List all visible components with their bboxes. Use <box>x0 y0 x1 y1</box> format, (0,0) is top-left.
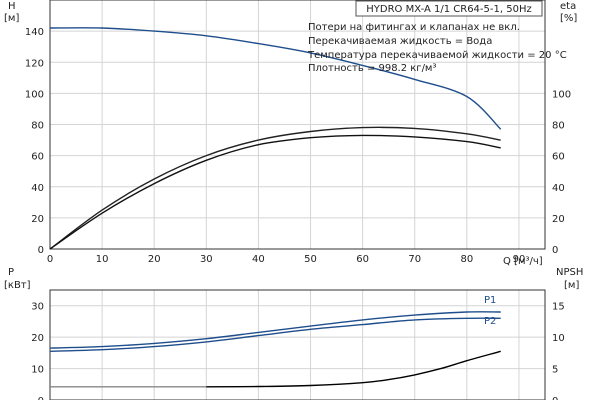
right-tick-label: 0 <box>552 396 558 400</box>
left-tick-label: 0 <box>38 396 44 400</box>
x-tick-label: 10 <box>96 254 109 265</box>
plot-frames <box>49 0 546 400</box>
x-tick-label: 60 <box>356 254 369 265</box>
x-tick-label: 80 <box>460 254 473 265</box>
top-right-axis-label: eta <box>560 1 576 12</box>
note-density: Плотность = 998.2 кг/м³ <box>308 63 437 74</box>
right-tick-label: 80 <box>552 121 565 132</box>
x-axis-label: Q [м³/ч] <box>503 256 543 267</box>
left-tick-label: 20 <box>31 214 44 225</box>
plot-frame-0 <box>49 0 546 250</box>
left-tick-label: 20 <box>31 333 44 344</box>
x-tick-label: 0 <box>47 254 53 265</box>
right-tick-label: 60 <box>552 152 565 163</box>
series-line-p2 <box>49 317 501 352</box>
plot-frame-1 <box>49 289 546 400</box>
left-tick-label: 120 <box>25 58 44 69</box>
chart-title: HYDRO MX-A 1/1 CR64-5-1, 50Hz <box>366 4 531 15</box>
right-tick-label: 0 <box>552 245 558 256</box>
x-tick-label: 70 <box>408 254 421 265</box>
series-lines <box>49 27 502 388</box>
bottom-left-axis-unit: [кВт] <box>4 280 31 291</box>
right-tick-label: 5 <box>552 365 558 376</box>
series-line-0-0 <box>49 27 502 130</box>
grid-lines <box>49 0 545 400</box>
x-tick-label: 30 <box>200 254 213 265</box>
right-tick-label: 10 <box>552 333 565 344</box>
note-losses: Потери на фитингах и клапанах не вкл. <box>308 22 520 33</box>
right-tick-label: 15 <box>552 302 565 313</box>
left-tick-label: 60 <box>31 152 44 163</box>
left-tick-label: 100 <box>25 89 44 100</box>
series-line-1-3 <box>206 350 501 388</box>
note-liquid: Перекачиваемая жидкость = Вода <box>308 36 492 47</box>
top-left-axis-label: H <box>8 1 16 12</box>
note-temperature: Температура перекачиваемой жидкости = 20… <box>307 50 567 61</box>
left-tick-label: 30 <box>31 302 44 313</box>
title-box <box>355 0 543 17</box>
tick-labels: 0 10 20 30 40 50 60 70 80 90020406080100120140020… <box>25 27 571 400</box>
series-line-p1 <box>49 311 501 349</box>
bottom-right-axis-label: NPSH <box>556 267 583 278</box>
right-tick-label: 100 <box>552 89 571 100</box>
top-right-axis-unit: [%] <box>560 13 577 24</box>
left-tick-label: 140 <box>25 27 44 38</box>
series-label-p2: P2 <box>484 316 496 327</box>
left-tick-label: 0 <box>38 245 44 256</box>
bottom-left-axis-label: P <box>8 267 14 278</box>
x-tick-label: 50 <box>304 254 317 265</box>
x-tick-label: 90 <box>513 254 526 265</box>
left-tick-label: 10 <box>31 365 44 376</box>
left-tick-label: 80 <box>31 121 44 132</box>
bottom-right-axis-unit: [м] <box>564 280 579 291</box>
series-line-0-2 <box>49 134 501 250</box>
series-line-0-1 <box>49 126 501 250</box>
x-tick-label: 40 <box>252 254 265 265</box>
top-left-axis-unit: [м] <box>4 13 19 24</box>
series-label-p1: P1 <box>484 295 496 306</box>
right-tick-label: 40 <box>552 183 565 194</box>
left-tick-label: 40 <box>31 183 44 194</box>
right-tick-label: 20 <box>552 214 565 225</box>
x-tick-label: 20 <box>148 254 161 265</box>
